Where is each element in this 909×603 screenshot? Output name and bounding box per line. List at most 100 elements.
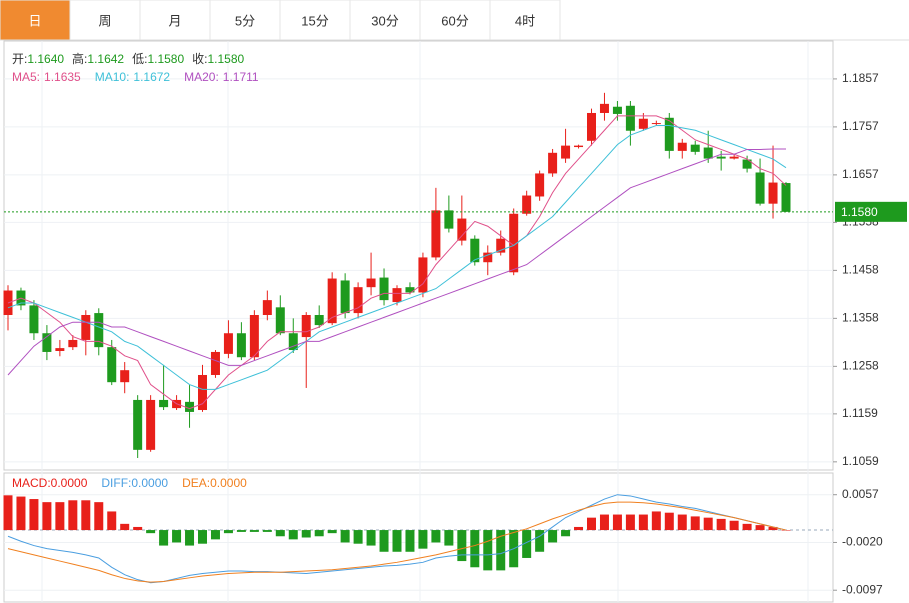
candle-body bbox=[470, 238, 480, 263]
legend-name: MACD: bbox=[12, 476, 51, 490]
candle-body bbox=[288, 333, 298, 351]
macd-bar bbox=[301, 530, 311, 538]
macd-bar bbox=[262, 530, 272, 532]
macd-bar bbox=[768, 526, 778, 531]
macd-bar bbox=[638, 514, 648, 531]
candle-body bbox=[120, 370, 130, 383]
candle-body bbox=[405, 287, 415, 293]
candle-body bbox=[81, 315, 91, 340]
macd-bar bbox=[781, 530, 791, 531]
legend-value: 1.1711 bbox=[223, 70, 259, 84]
tab-label: 周 bbox=[98, 13, 111, 28]
candle-body bbox=[185, 401, 195, 412]
tab-label: 60分 bbox=[441, 13, 468, 28]
legend-value: 1.1635 bbox=[44, 70, 81, 84]
macd-line bbox=[7, 494, 787, 584]
candle-body bbox=[210, 351, 220, 375]
candle-body bbox=[561, 145, 571, 159]
tab[interactable] bbox=[209, 0, 281, 41]
tab-label: 5分 bbox=[235, 13, 255, 28]
macd-bar bbox=[185, 530, 195, 546]
tab-label: 30分 bbox=[371, 13, 398, 28]
candle-body bbox=[755, 172, 765, 204]
legend-name: MA20: bbox=[184, 70, 219, 84]
candle-body bbox=[612, 106, 622, 114]
macd-bar bbox=[625, 514, 635, 531]
tab[interactable] bbox=[419, 0, 491, 41]
candle-body bbox=[146, 399, 156, 450]
candle-body bbox=[327, 278, 337, 324]
legend-value: 0.0000 bbox=[210, 476, 247, 490]
macd-bar bbox=[288, 530, 298, 540]
candle-body bbox=[133, 399, 143, 450]
macd-bar bbox=[431, 530, 441, 543]
candle-body bbox=[42, 333, 52, 352]
candle-body bbox=[262, 300, 272, 316]
macd-bar bbox=[651, 511, 661, 531]
tab[interactable] bbox=[279, 0, 351, 41]
macd-bar bbox=[392, 530, 402, 552]
macd-bar bbox=[535, 530, 545, 552]
y-tick-label: 1.1757 bbox=[842, 119, 879, 133]
candle-body bbox=[716, 156, 726, 159]
ma-line bbox=[7, 115, 787, 410]
macd-bar bbox=[42, 502, 52, 531]
info-value: 1.1640 bbox=[27, 52, 64, 66]
y-tick-label: -0.0020 bbox=[842, 535, 883, 549]
macd-bar bbox=[729, 520, 739, 531]
candle-body bbox=[457, 218, 467, 241]
macd-bar bbox=[198, 530, 207, 544]
macd-bar bbox=[522, 530, 532, 558]
candle-body bbox=[781, 183, 791, 212]
macd-bar bbox=[418, 530, 428, 549]
tab[interactable] bbox=[69, 0, 141, 41]
y-tick-label: 0.0057 bbox=[842, 487, 879, 501]
candle-body bbox=[29, 305, 39, 334]
macd-bar bbox=[146, 530, 156, 534]
macd-bar bbox=[742, 523, 752, 531]
candle-body bbox=[483, 252, 493, 263]
candle-body bbox=[574, 145, 584, 148]
candle-body bbox=[275, 307, 285, 334]
last-price-label: 1.1580 bbox=[841, 205, 878, 219]
candle-body bbox=[379, 277, 389, 301]
candle-body bbox=[729, 156, 739, 159]
y-tick-label: 1.1358 bbox=[842, 311, 879, 325]
macd-bar bbox=[327, 530, 337, 534]
candle-body bbox=[522, 195, 532, 214]
y-tick-label: 1.1458 bbox=[842, 263, 879, 277]
info-label: 收: bbox=[192, 52, 207, 66]
macd-bar bbox=[314, 530, 324, 537]
macd-bar bbox=[755, 525, 765, 531]
tab-bar: 日 周 月 5分 15分 30分 60分 4时 bbox=[0, 0, 561, 41]
candle-body bbox=[366, 278, 376, 288]
macd-bar bbox=[690, 516, 700, 531]
macd-bar bbox=[496, 530, 506, 571]
y-tick-label: -0.0097 bbox=[842, 582, 883, 596]
macd-bar bbox=[612, 514, 622, 531]
tab[interactable] bbox=[489, 0, 561, 41]
macd-bar bbox=[703, 517, 713, 531]
candle-body bbox=[314, 315, 324, 326]
macd-bar bbox=[457, 530, 467, 562]
macd-bar bbox=[587, 517, 596, 531]
macd-bar bbox=[275, 530, 285, 537]
candle-body bbox=[418, 257, 428, 293]
legend-name: DIFF: bbox=[101, 476, 131, 490]
macd-bar bbox=[353, 530, 363, 544]
macd-bar bbox=[599, 514, 609, 531]
macd-bar bbox=[94, 502, 104, 531]
candle-body bbox=[94, 313, 104, 348]
macd-bar bbox=[470, 530, 480, 568]
macd-bar bbox=[68, 500, 78, 531]
candle-body bbox=[703, 147, 713, 159]
candle-body bbox=[742, 159, 752, 169]
macd-bar bbox=[574, 526, 584, 531]
candle-body bbox=[690, 144, 700, 152]
macd-bar bbox=[133, 526, 143, 531]
macd-bar bbox=[81, 500, 91, 531]
macd-bar bbox=[172, 530, 182, 543]
candle-body bbox=[353, 287, 363, 314]
last-price-box bbox=[835, 201, 907, 222]
candle-body bbox=[223, 333, 233, 354]
